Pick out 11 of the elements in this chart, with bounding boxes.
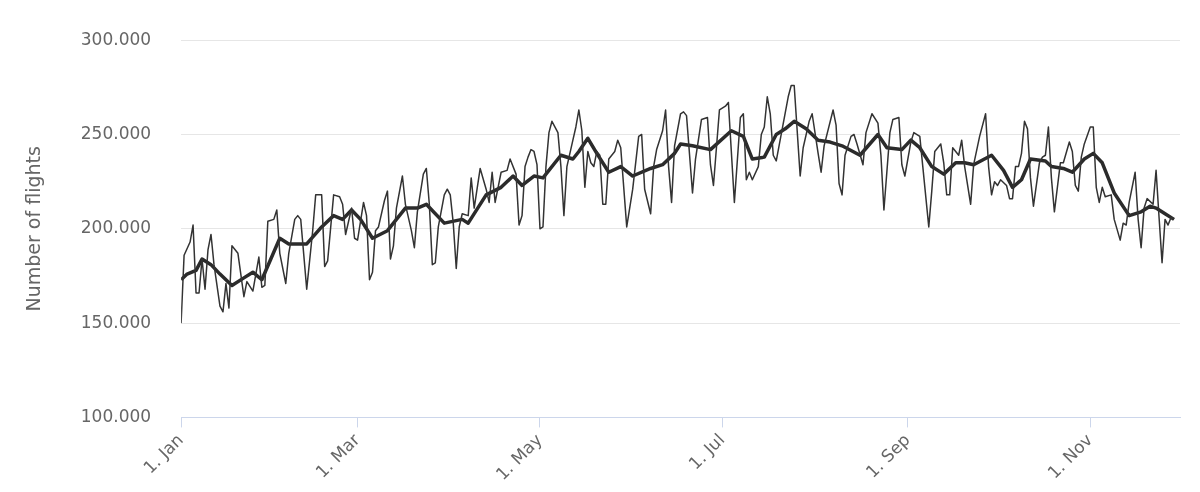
x-tick-label: 1. Sep xyxy=(861,429,914,482)
x-tick-label: 1. Jul xyxy=(684,429,729,474)
y-tick-label: 300.000 xyxy=(80,28,152,49)
y-tick-label: 100.000 xyxy=(80,405,152,426)
x-tick-label: 1. Jan xyxy=(139,429,188,478)
y-tick-label: 150.000 xyxy=(80,311,152,332)
y-tick-label: 250.000 xyxy=(80,122,152,143)
y-axis-title: Number of flights xyxy=(22,146,45,312)
x-tick-label: 1. Mar xyxy=(311,429,364,482)
y-tick-label: 200.000 xyxy=(80,217,152,238)
x-tick-label: 1. Nov xyxy=(1043,429,1097,483)
